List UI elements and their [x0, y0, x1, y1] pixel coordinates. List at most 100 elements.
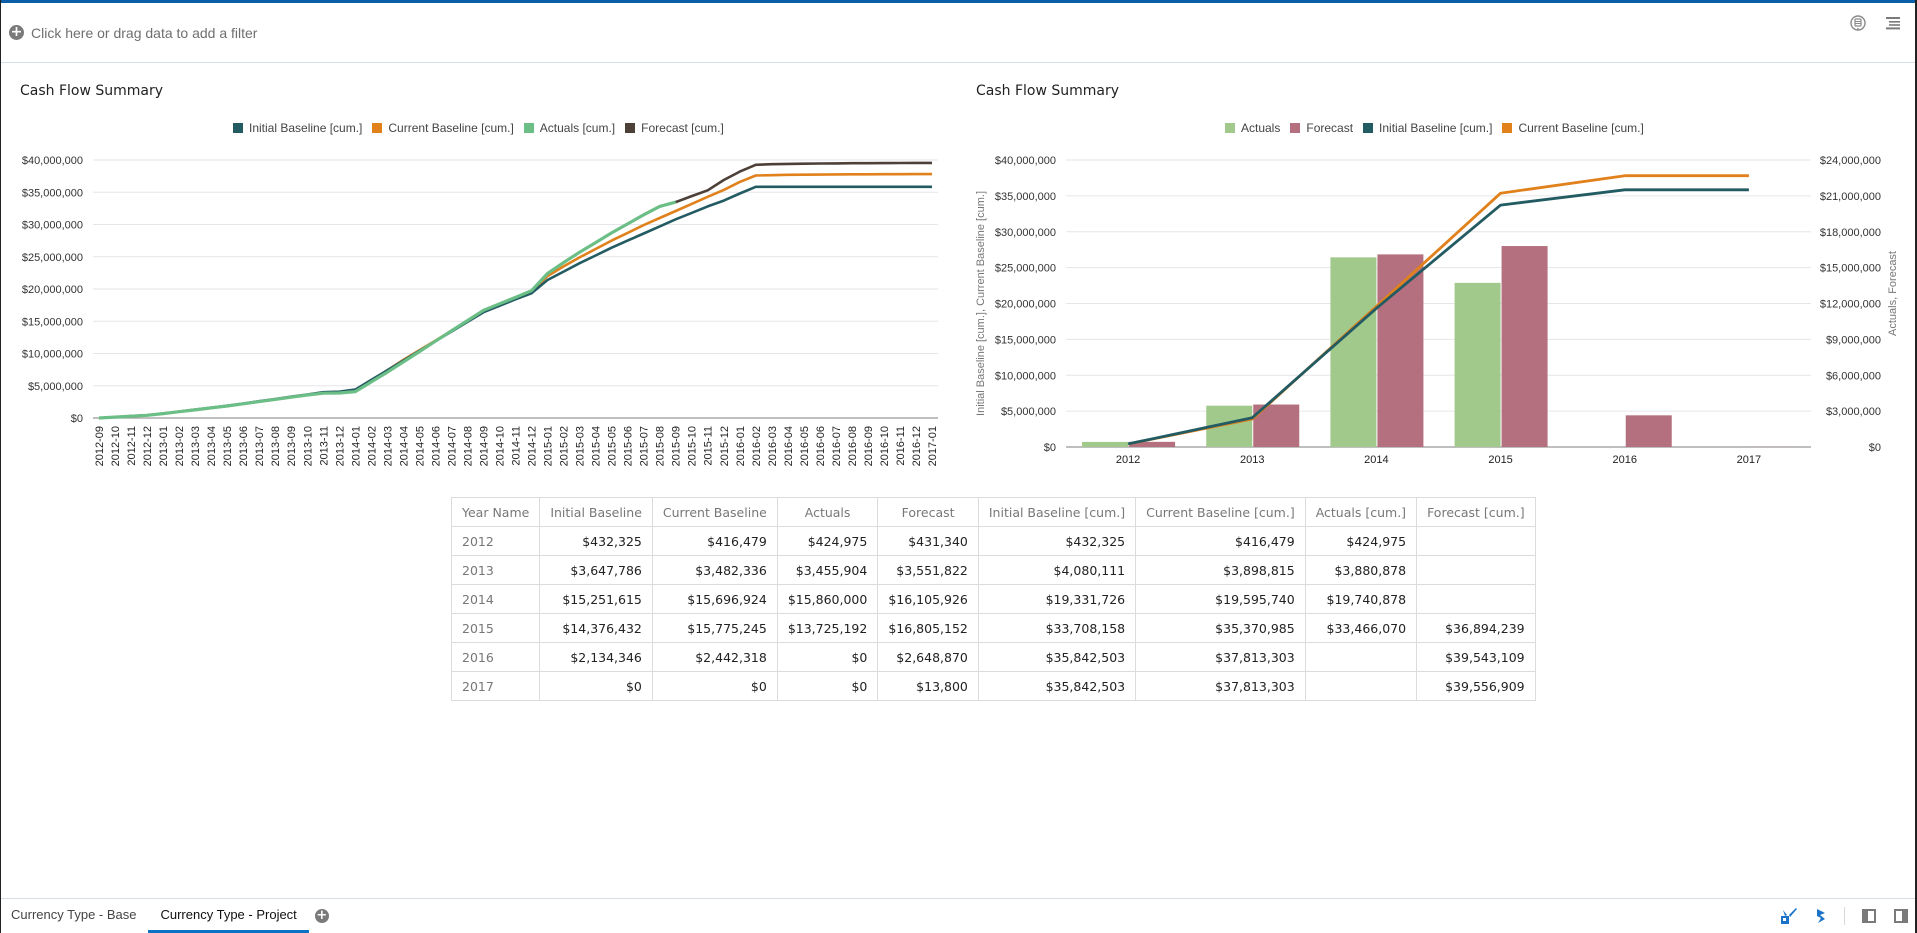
- column-header-current-baseline[interactable]: Current Baseline: [651, 497, 778, 527]
- x-tick-label: 2015-02: [559, 426, 571, 466]
- left-panel-icon[interactable]: [1861, 908, 1877, 924]
- table-cell-actuals-cum: $33,466,070: [1304, 613, 1418, 643]
- table-cell-year-name: 2017: [450, 671, 541, 701]
- table-cell-forecast: $2,648,870: [877, 642, 979, 672]
- filter-bar: + Click here or drag data to add a filte…: [1, 3, 1915, 63]
- y-right-tick-label: $3,000,000: [1826, 406, 1881, 418]
- bar-actuals: [1082, 441, 1129, 447]
- add-tab-button[interactable]: +: [314, 899, 329, 933]
- y-left-tick-label: $35,000,000: [995, 191, 1056, 203]
- table-cell-current-baseline-cum: $3,898,815: [1135, 555, 1306, 585]
- x-tick-label: 2017: [1737, 454, 1761, 466]
- x-tick-label: 2013-10: [302, 426, 314, 466]
- x-tick-label: 2015-10: [687, 426, 699, 466]
- paint-brush-icon[interactable]: [1780, 907, 1798, 925]
- x-tick-label: 2014-02: [366, 426, 378, 466]
- legend-label: Actuals: [1241, 121, 1281, 135]
- table-cell-initial-baseline-cum: $19,331,726: [977, 584, 1137, 614]
- x-tick-label: 2014-06: [430, 426, 442, 466]
- column-header-initial-baseline-cum[interactable]: Initial Baseline [cum.]: [977, 497, 1137, 527]
- x-tick-label: 2013-08: [270, 426, 282, 466]
- legend-item-current-baseline-cum[interactable]: Current Baseline [cum.]: [372, 121, 514, 135]
- series-line-forecast-cum: [675, 161, 932, 204]
- table-header-row: Year Name Initial Baseline Current Baselin…: [450, 497, 1536, 527]
- legend-swatch: [1502, 123, 1513, 133]
- legend-item-actuals-cum[interactable]: Actuals [cum.]: [523, 121, 615, 135]
- right-chart-legend: Actuals Forecast Initial Baseline [cum.] Cu…: [1225, 121, 1654, 135]
- table-cell-forecast: $16,105,926: [877, 584, 979, 614]
- x-tick-label: 2013-04: [206, 426, 218, 466]
- column-header-year-name[interactable]: Year Name: [450, 497, 541, 527]
- column-header-initial-baseline[interactable]: Initial Baseline: [539, 497, 653, 527]
- table-cell-initial-baseline: $2,134,346: [539, 642, 653, 672]
- x-tick-label: 2015-09: [671, 426, 683, 466]
- x-tick-label: 2016-10: [879, 426, 891, 466]
- menu-icon[interactable]: [1885, 15, 1901, 31]
- y-tick-label: $35,000,000: [22, 187, 83, 199]
- x-tick-label: 2013-11: [318, 426, 330, 466]
- column-header-current-baseline-cum[interactable]: Current Baseline [cum.]: [1135, 497, 1306, 527]
- column-header-forecast-cum[interactable]: Forecast [cum.]: [1416, 497, 1536, 527]
- x-tick-label: 2012: [1116, 454, 1140, 466]
- legend-swatch: [233, 123, 243, 133]
- legend-swatch: [523, 123, 534, 133]
- tab-currency-type-project[interactable]: Currency Type - Project: [148, 899, 309, 933]
- x-tick-label: 2016-08: [847, 426, 859, 466]
- y-right-tick-label: $12,000,000: [1820, 299, 1881, 311]
- right-panel-icon[interactable]: [1893, 908, 1909, 924]
- x-tick-label: 2016-04: [783, 426, 795, 466]
- table-cell-current-baseline-cum: $19,595,740: [1135, 584, 1306, 614]
- table-cell-current-baseline-cum: $37,813,303: [1135, 671, 1306, 701]
- add-filter-button[interactable]: + Click here or drag data to add a filte…: [9, 25, 257, 41]
- legend-item-current-baseline-cum[interactable]: Current Baseline [cum.]: [1502, 121, 1644, 135]
- x-tick-label: 2013-06: [238, 426, 250, 466]
- table-cell-year-name: 2016: [450, 642, 541, 672]
- legend-item-actuals[interactable]: Actuals: [1225, 121, 1280, 135]
- y-right-axis-title: Actuals, Forecast: [1887, 251, 1899, 336]
- legend-item-forecast-cum[interactable]: Forecast [cum.]: [625, 121, 724, 135]
- table-cell-current-baseline: $2,442,318: [651, 642, 778, 672]
- table-cell-current-baseline: $3,482,336: [651, 555, 778, 585]
- table-cell-forecast-cum: [1416, 526, 1536, 556]
- x-tick-label: 2013-01: [158, 426, 170, 466]
- column-header-forecast[interactable]: Forecast: [877, 497, 979, 527]
- x-tick-label: 2012-12: [142, 426, 154, 466]
- series-line-initial-baseline-cum: [1127, 188, 1749, 446]
- x-tick-label: 2014-05: [414, 426, 426, 466]
- y-left-tick-label: $25,000,000: [995, 263, 1056, 275]
- x-tick-label: 2013-02: [174, 426, 186, 466]
- legend-label: Initial Baseline [cum.]: [1379, 121, 1493, 135]
- legend-label: Initial Baseline [cum.]: [249, 121, 363, 135]
- bot-assistant-icon[interactable]: [1849, 14, 1867, 32]
- x-tick-label: 2015-11: [703, 426, 715, 466]
- table-cell-current-baseline-cum: $35,370,985: [1135, 613, 1306, 643]
- table-cell-current-baseline: $0: [651, 671, 778, 701]
- bar-forecast: [1129, 441, 1176, 447]
- table-cell-forecast-cum: [1416, 555, 1536, 585]
- x-tick-label: 2015-01: [543, 426, 555, 466]
- legend-item-initial-baseline-cum[interactable]: Initial Baseline [cum.]: [233, 121, 362, 135]
- table-cell-current-baseline: $15,696,924: [651, 584, 778, 614]
- column-header-actuals-cum[interactable]: Actuals [cum.]: [1304, 497, 1418, 527]
- tab-currency-type-base[interactable]: Currency Type - Base: [1, 899, 146, 933]
- table-cell-forecast: $13,800: [877, 671, 979, 701]
- x-tick-label: 2016-06: [815, 426, 827, 466]
- x-tick-label: 2015-06: [623, 426, 635, 466]
- table-cell-year-name: 2013: [450, 555, 541, 585]
- table-cell-forecast-cum: $39,543,109: [1416, 642, 1536, 672]
- x-tick-label: 2015-08: [655, 426, 667, 466]
- tab-label: Currency Type - Base: [11, 907, 137, 922]
- table-cell-forecast-cum: $39,556,909: [1416, 671, 1536, 701]
- add-filter-text: Click here or drag data to add a filter: [31, 24, 258, 41]
- icon-separator: [1844, 907, 1845, 925]
- y-tick-label: $5,000,000: [28, 381, 83, 393]
- x-tick-label: 2016: [1613, 454, 1637, 466]
- table-cell-initial-baseline: $432,325: [539, 526, 653, 556]
- legend-label: Current Baseline [cum.]: [388, 121, 514, 135]
- legend-item-forecast[interactable]: Forecast: [1290, 121, 1353, 135]
- column-header-actuals[interactable]: Actuals: [776, 497, 879, 527]
- legend-item-initial-baseline-cum[interactable]: Initial Baseline [cum.]: [1363, 121, 1492, 135]
- x-tick-label: 2013-12: [334, 426, 346, 466]
- lightning-icon[interactable]: [1814, 907, 1828, 925]
- y-right-tick-label: $18,000,000: [1820, 227, 1881, 239]
